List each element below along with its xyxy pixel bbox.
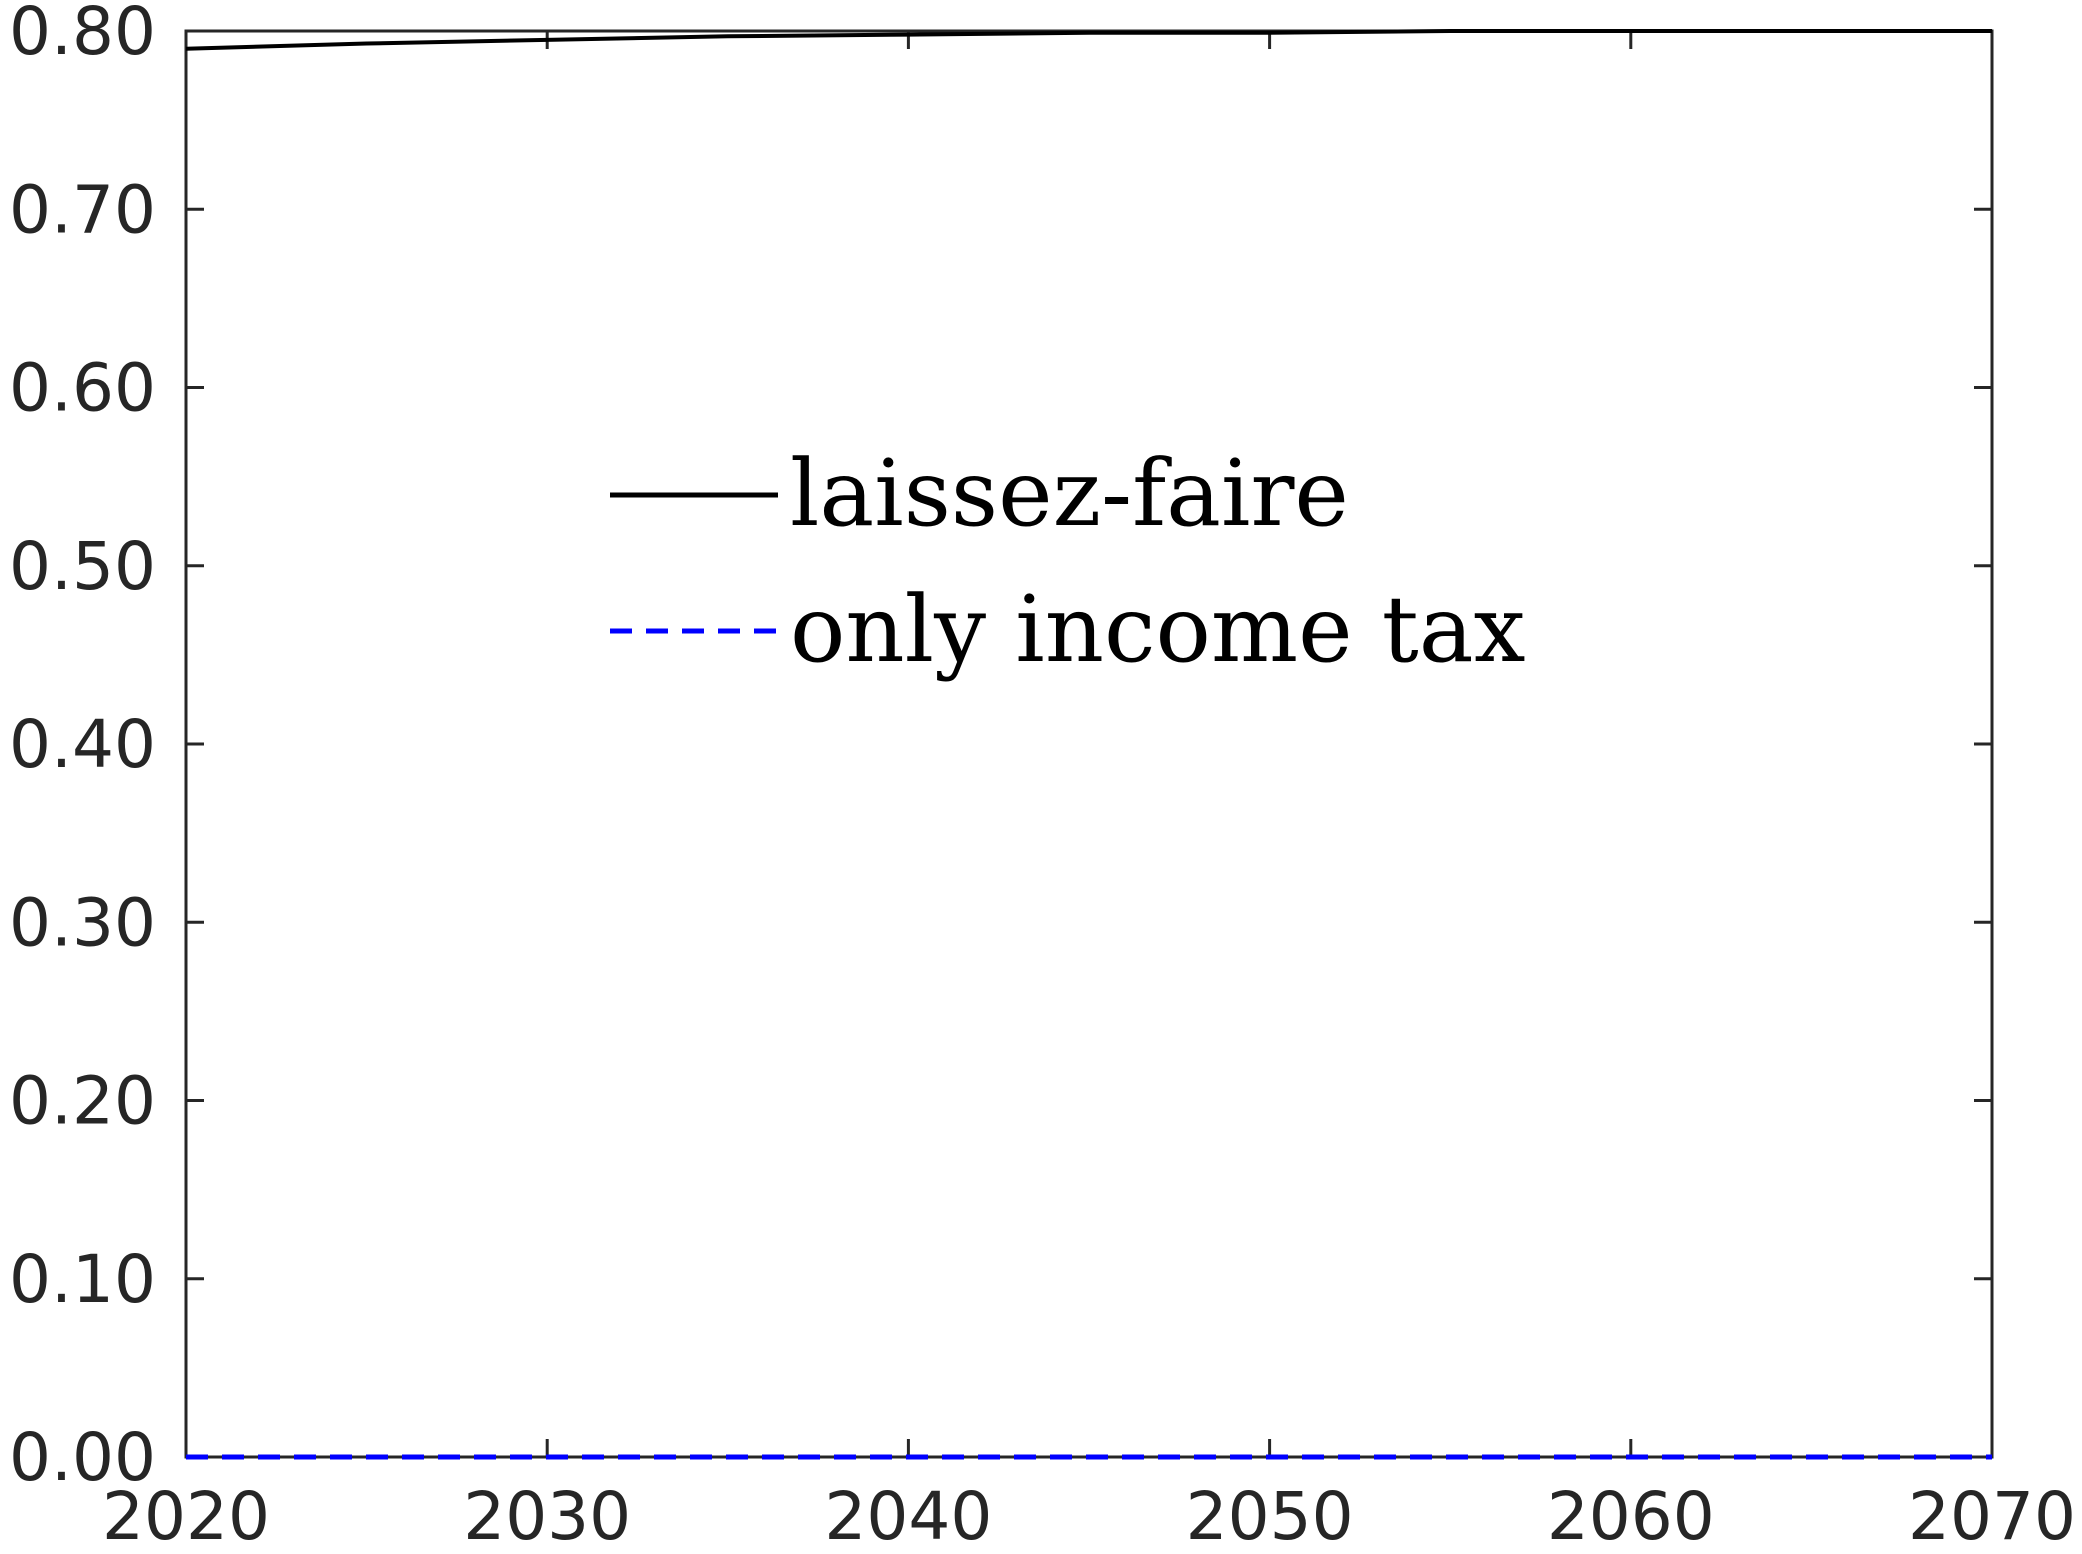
series-lines [185, 29, 1992, 1460]
y-tick-label: 0.70 [9, 171, 156, 248]
x-axis-tick-labels: 2020 2030 2040 2050 2060 2070 [102, 1478, 2076, 1554]
y-tick-label: 0.10 [9, 1241, 156, 1318]
y-tick-label: 0.40 [9, 706, 156, 783]
legend: laissez-faire only income tax [610, 440, 1526, 683]
x-tick-label: 2040 [824, 1478, 992, 1554]
x-tick-label: 2070 [1908, 1478, 2076, 1554]
y-tick-label: 0.30 [9, 884, 156, 961]
series-line-1 [185, 29, 1992, 51]
legend-label-1: laissez-faire [790, 440, 1349, 547]
y-tick-label: 0.60 [9, 350, 156, 427]
y-tick-label: 0.80 [9, 0, 156, 70]
y-axis-tick-labels: 0.00 0.10 0.20 0.30 0.40 0.50 0.60 0.70 0.80 [9, 0, 156, 1496]
x-tick-label: 2060 [1547, 1478, 1715, 1554]
x-tick-label: 2030 [463, 1478, 631, 1554]
x-tick-label: 2050 [1186, 1478, 1354, 1554]
y-tick-label: 0.20 [9, 1063, 156, 1140]
y-tick-label: 0.00 [9, 1419, 156, 1496]
x-tick-label: 2020 [102, 1478, 270, 1554]
plot-area [184, 29, 1994, 1459]
legend-label-2: only income tax [790, 576, 1526, 683]
y-tick-label: 0.50 [9, 528, 156, 605]
